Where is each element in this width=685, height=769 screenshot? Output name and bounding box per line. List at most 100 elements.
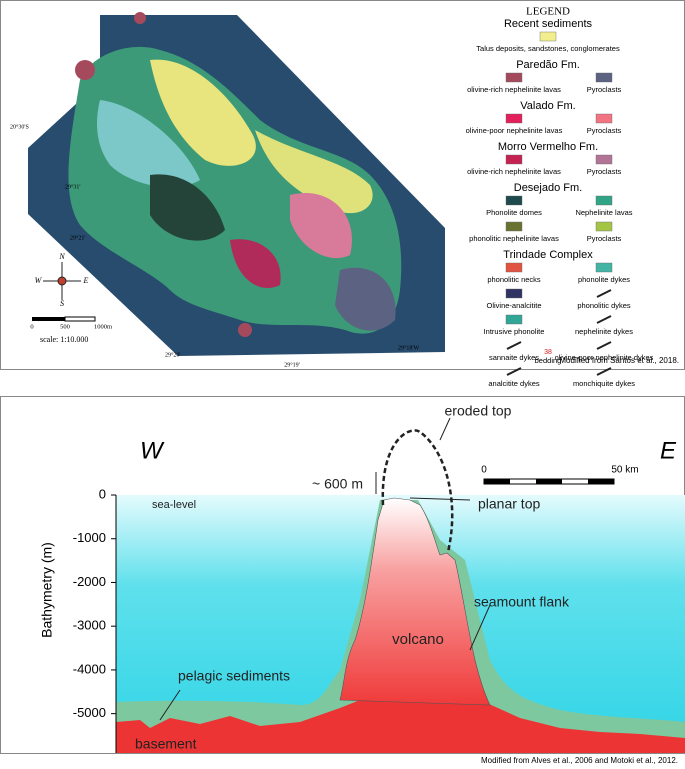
legend-label: Talus deposits, sandstones, conglomerate…	[476, 44, 620, 53]
y-tick-label: 0	[99, 486, 106, 501]
legend-swatch	[505, 72, 523, 83]
legend-swatch	[505, 195, 523, 206]
volcano	[339, 497, 491, 706]
legend-label: olivine-rich nephelinite lavas	[467, 85, 561, 94]
islet	[75, 60, 95, 80]
compass-label: W	[35, 276, 43, 285]
legend-label: phonolitic nephelinite lavas	[469, 234, 559, 243]
scale-label: 50 km	[611, 465, 638, 476]
legend-swatch	[505, 154, 523, 165]
compass-label: S	[60, 299, 64, 308]
legend-swatch	[505, 113, 523, 124]
coordinate-label: 20°30'S	[10, 123, 29, 130]
sediments-area	[150, 59, 256, 166]
legend-title: LEGEND	[526, 6, 570, 18]
legend-label: olivine-rich nephelinite lavas	[467, 167, 561, 176]
legend-swatch	[595, 195, 613, 206]
legend-label: Nephelinite lavas	[575, 208, 632, 217]
scale-label: 0	[481, 465, 487, 476]
annotation: eroded top	[445, 403, 512, 419]
coordinate-label: 29°20'	[165, 351, 180, 358]
annotation: pelagic sediments	[178, 668, 290, 684]
legend-label: phonolitic dykes	[577, 301, 631, 310]
annotation: ~ 600 m	[312, 476, 363, 492]
legend-label: monchiquite dykes	[573, 379, 635, 388]
islet	[134, 12, 146, 24]
credit: Modified from Santos et al., 2018.	[559, 356, 679, 365]
y-tick-label: -1000	[73, 530, 106, 545]
legend-symbol	[596, 315, 612, 324]
scale-text: scale: 1:10.000	[40, 335, 88, 344]
east-label: E	[660, 437, 677, 464]
legend-swatch	[595, 221, 613, 232]
legend-group: Paredão Fm.	[516, 59, 580, 71]
legend-swatch	[505, 314, 523, 325]
legend-label: sannaite dykes	[489, 353, 539, 362]
section-scale-bar	[483, 478, 615, 485]
legend-symbol	[596, 341, 612, 350]
legend-label: Phonolite domes	[486, 208, 542, 217]
legend-label: nephelinite dykes	[575, 327, 633, 336]
legend-symbol	[506, 367, 522, 376]
legend-label: phonolitic necks	[487, 275, 541, 284]
legend-swatch	[505, 288, 523, 299]
y-tick-label: -3000	[73, 618, 106, 633]
annotation: basement	[135, 736, 197, 752]
compass	[43, 262, 81, 300]
legend-swatch	[595, 154, 613, 165]
islet	[238, 323, 252, 337]
sediments-area	[255, 130, 373, 214]
coordinate-label: 29°21'	[70, 234, 85, 241]
legend-label: Pyroclasts	[587, 126, 622, 135]
legend-swatch	[595, 72, 613, 83]
legend-symbol	[506, 341, 522, 350]
annotation: planar top	[478, 496, 540, 512]
island	[68, 46, 402, 334]
coordinate-label: 29°19'	[284, 361, 299, 368]
legend-label: Pyroclasts	[587, 234, 622, 243]
y-tick-label: -4000	[73, 661, 106, 676]
y-tick-label: -5000	[73, 705, 106, 720]
compass-label: E	[83, 276, 89, 285]
legend-swatch	[595, 113, 613, 124]
legend-group: Valado Fm.	[520, 100, 575, 112]
scale-label: 0	[30, 323, 33, 330]
legend-group: Morro Vermelho Fm.	[498, 141, 598, 153]
basement	[116, 700, 685, 753]
annotation-arrows	[159, 417, 491, 721]
y-axis-label: Bathymetry (m)	[39, 542, 55, 638]
bedding-value: 38	[544, 349, 552, 356]
coordinate-label: 29°31'	[65, 183, 80, 190]
legend-swatch	[505, 262, 523, 273]
legend-group: Trindade Complex	[503, 249, 593, 261]
annotation: volcano	[392, 631, 444, 648]
y-tick-label: -2000	[73, 574, 106, 589]
pyroclast-area	[290, 193, 352, 259]
compass-label: N	[58, 252, 65, 261]
legend-swatch	[595, 262, 613, 273]
lava-area	[230, 239, 281, 288]
legend-label: Pyroclasts	[587, 85, 622, 94]
scale-bar	[32, 316, 96, 322]
bedding-label: bedding	[535, 356, 562, 365]
legend-symbol	[596, 289, 612, 298]
eroded-top-outline	[381, 429, 454, 553]
legend-label: olivine-poor nephelinite lavas	[466, 126, 563, 135]
legend-label: Intrusive phonolite	[484, 327, 545, 336]
pyroclast-area	[97, 100, 200, 188]
coordinate-label: 29°18'W	[398, 344, 419, 351]
legend-label: analcitite dykes	[488, 379, 540, 388]
legend-label: Pyroclasts	[587, 167, 622, 176]
annotation: sea-level	[152, 499, 196, 511]
annotation: seamount flank	[474, 594, 570, 610]
legend-group: Recent sediments	[504, 18, 593, 30]
legend-group: Desejado Fm.	[514, 182, 582, 194]
legend-swatch	[505, 221, 523, 232]
legend-label: phonolite dykes	[578, 275, 630, 284]
legend-label: Olivine-analcitite	[486, 301, 541, 310]
legend-symbol	[596, 367, 612, 376]
west-label: W	[140, 437, 165, 464]
legend-label: olivine-poor nephelinite dykes	[555, 353, 654, 362]
scale-label: 1000m	[94, 323, 112, 330]
